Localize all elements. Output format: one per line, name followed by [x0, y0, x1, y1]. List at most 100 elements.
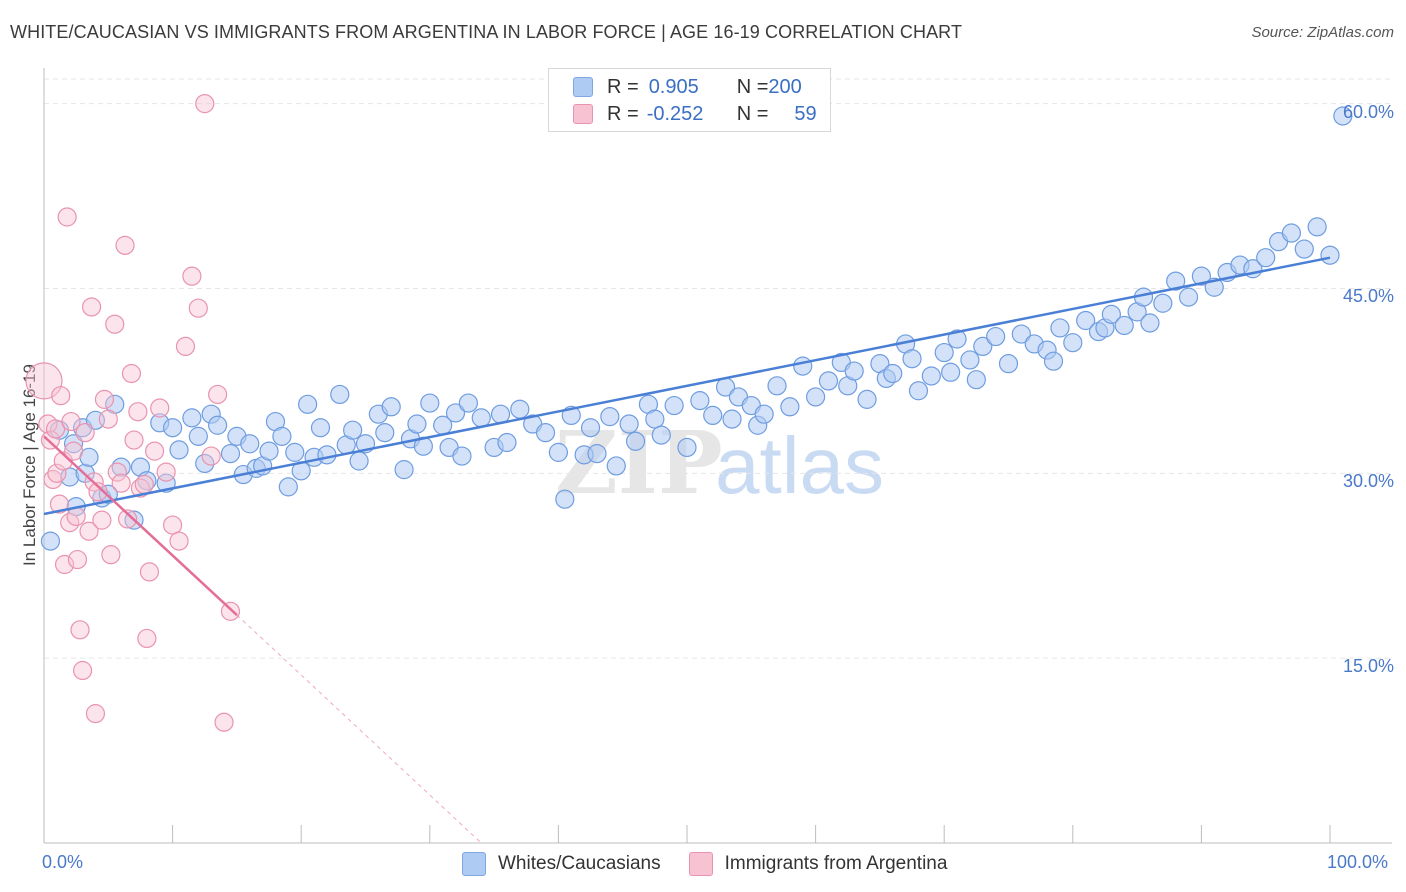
point-whites [690, 391, 710, 411]
point-whites [754, 404, 774, 424]
legend-r-label: R = [607, 75, 639, 98]
point-argentina [67, 549, 88, 570]
point-whites [1178, 287, 1199, 307]
stats-legend: R = 0.905 N = 200 R = -0.252 N = 59 [548, 68, 831, 132]
point-whites [394, 460, 414, 480]
point-whites [793, 356, 813, 376]
point-whites [921, 366, 941, 386]
point-whites [163, 418, 183, 438]
legend-row-argentina: R = -0.252 N = 59 [573, 102, 817, 126]
point-argentina [144, 441, 165, 461]
point-argentina [25, 362, 63, 400]
point-whites [497, 432, 517, 453]
point-whites [63, 434, 84, 454]
point-whites [1166, 271, 1186, 291]
point-whites [587, 444, 607, 464]
y-tick-label: 60.0% [1342, 101, 1394, 122]
point-whites [40, 531, 61, 551]
point-argentina [79, 521, 99, 541]
point-whites [1140, 313, 1160, 333]
legend-n-label: N = [736, 75, 769, 98]
point-argentina [98, 409, 118, 429]
x-tick-label-min: 0.0% [42, 852, 84, 872]
point-whites [844, 361, 864, 381]
point-whites [208, 415, 228, 435]
point-argentina [163, 515, 183, 535]
point-whites [259, 441, 279, 461]
point-whites [857, 389, 877, 409]
point-whites [1256, 248, 1276, 268]
point-argentina [49, 494, 70, 514]
point-argentina [214, 712, 234, 732]
point-argentina [101, 545, 121, 565]
point-whites [349, 451, 369, 471]
point-whites [317, 445, 337, 465]
point-whites [966, 370, 986, 390]
legend-r-value: -0.252 [646, 102, 704, 125]
source-label: Source: ZipAtlas.com [1251, 24, 1394, 41]
point-whites [420, 393, 440, 413]
point-whites [619, 414, 639, 434]
legend-n-value: 59 [794, 102, 817, 125]
point-whites [677, 437, 697, 458]
point-whites [188, 426, 208, 446]
point-whites [375, 423, 395, 443]
point-whites [934, 342, 954, 363]
point-whites [580, 418, 601, 438]
point-whites [1294, 239, 1314, 259]
point-whites [169, 440, 189, 460]
point-whites [1114, 315, 1134, 336]
point-whites [381, 397, 401, 417]
legend-swatch-pink [688, 852, 713, 876]
point-whites [310, 418, 331, 438]
point-whites [651, 425, 671, 445]
point-argentina [201, 446, 221, 466]
point-whites [272, 426, 292, 446]
point-whites [182, 408, 202, 428]
point-whites [458, 393, 478, 413]
point-argentina [128, 402, 148, 422]
point-whites [722, 409, 742, 429]
point-whites [998, 354, 1019, 374]
watermark-atlas: atlas [715, 421, 884, 510]
point-whites [780, 397, 800, 417]
legend-r-value: 0.905 [648, 75, 699, 98]
point-whites [195, 453, 215, 474]
point-whites [1333, 106, 1353, 126]
point-argentina [107, 462, 127, 482]
point-whites [883, 363, 903, 384]
point-whites [908, 381, 929, 401]
point-whites [818, 371, 839, 391]
point-whites [535, 423, 556, 443]
point-whites [1320, 245, 1340, 265]
point-whites [330, 384, 350, 405]
point-argentina [220, 601, 241, 621]
point-argentina [51, 386, 71, 406]
point-whites [1101, 304, 1121, 324]
point-whites [960, 350, 980, 370]
point-argentina [134, 474, 154, 495]
point-argentina [175, 336, 196, 356]
point-argentina [75, 423, 95, 443]
point-argentina [45, 419, 66, 439]
legend-row-whites: R = 0.905 N = 200 [573, 75, 802, 99]
y-tick-label: 30.0% [1342, 471, 1394, 492]
legend-r-label: R = [607, 102, 639, 125]
x-tick-label-max: 100.0% [1327, 852, 1389, 872]
point-argentina [188, 298, 208, 318]
y-tick-label: 45.0% [1342, 286, 1394, 307]
legend-n-value: 200 [768, 75, 802, 98]
legend-item-argentina: Immigrants from Argentina [688, 852, 947, 876]
legend-item-whites: Whites/Caucasians [462, 852, 661, 876]
point-whites [645, 409, 665, 429]
legend-swatch-blue [573, 77, 593, 97]
point-whites [445, 403, 466, 423]
point-whites [285, 442, 305, 462]
point-argentina [57, 207, 77, 227]
point-whites [767, 376, 787, 396]
y-tick-label: 15.0% [1342, 656, 1394, 677]
trendline-whites [43, 256, 1331, 516]
point-whites [1063, 333, 1083, 353]
point-argentina [81, 297, 102, 317]
